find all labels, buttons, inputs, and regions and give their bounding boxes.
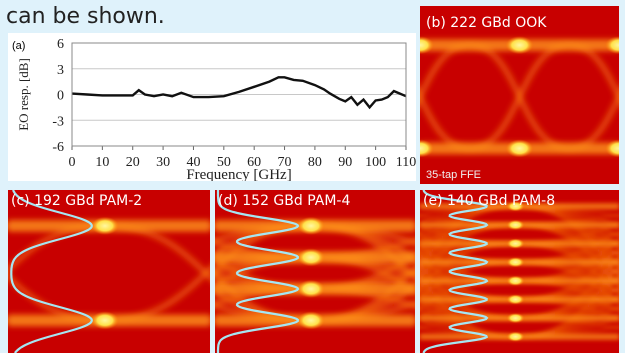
eye-c-label: (c) 192 GBd PAM-2 — [11, 193, 143, 209]
level-histogram — [422, 190, 489, 353]
chart-svg: 630-3-6 0 10 20 30 40 50 60 70 80 90 100 110 (a) EO… — [12, 37, 416, 181]
eye-level-spot — [420, 139, 434, 158]
eye-level-spot — [506, 331, 525, 342]
level-histogram — [10, 190, 93, 353]
eye-trace — [420, 260, 516, 299]
eye-level-spot — [505, 139, 534, 158]
eye-level-spot — [297, 248, 325, 267]
y-tick-label: -6 — [52, 140, 64, 155]
eye-level-spot — [506, 201, 525, 212]
x-tick-label: 100 — [365, 155, 386, 170]
y-tick-label: -3 — [52, 114, 64, 129]
eye-diagram-svg — [420, 6, 619, 184]
eye-trace — [420, 223, 516, 279]
eye-level-spot — [506, 313, 525, 324]
eye-level-spot — [297, 216, 325, 235]
eye-level-spot — [505, 36, 534, 55]
eye-level-spot — [506, 257, 525, 268]
eye-trace — [420, 204, 516, 269]
y-axis-label: EO resp. [dB] — [16, 58, 31, 131]
plot-frame — [71, 42, 407, 147]
x-tick-label: 0 — [69, 155, 76, 170]
eye-diagram-b: (b) 222 GBd OOK 35-tap FFE — [420, 6, 619, 184]
y-tick-label: 3 — [57, 63, 64, 78]
eye-level-spot — [506, 238, 525, 249]
x-tick-label: 60 — [247, 155, 261, 170]
eye-b-footnote: 35-tap FFE — [426, 169, 482, 181]
eye-level-spot — [297, 279, 325, 298]
eye-d-label: (d) 152 GBd PAM-4 — [218, 193, 351, 209]
eo-response-chart: 6 3 0 -3 -6 0 10 20 30 40 50 60 70 80 90 100 110 (a) EO… — [8, 33, 416, 181]
level-histogram — [216, 190, 300, 353]
x-axis-label: Frequency [GHz] — [186, 167, 291, 181]
x-tick-label: 20 — [126, 155, 140, 170]
eye-trace — [420, 242, 516, 289]
eye-level-spot — [90, 311, 119, 330]
eye-level-spot — [90, 216, 119, 235]
eye-level-spot — [506, 275, 525, 286]
caption-text: can be shown. — [6, 4, 165, 29]
eye-level-spot — [506, 294, 525, 305]
eye-level-spot — [297, 311, 325, 330]
y-tick-label: 6 — [57, 37, 64, 52]
y-tick-label: 0 — [57, 89, 64, 104]
eye-level-spot — [420, 36, 434, 55]
eye-e-label: (e) 140 GBd PAM-8 — [423, 193, 556, 209]
x-tick-label: 80 — [308, 155, 322, 170]
eye-level-spot — [506, 219, 525, 230]
x-tick-label: 40 — [186, 155, 200, 170]
eye-diagram-svg — [215, 190, 415, 353]
eye-diagram-e: (e) 140 GBd PAM-8 — [420, 190, 619, 353]
eye-level-spot — [605, 36, 619, 55]
x-tick-label: 50 — [217, 155, 231, 170]
eye-diagram-c: (c) 192 GBd PAM-2 — [8, 190, 210, 353]
x-tick-label: 90 — [338, 155, 352, 170]
x-tick-label: 110 — [396, 155, 416, 170]
eye-diagram-svg — [420, 190, 619, 353]
x-tick-label: 30 — [156, 155, 170, 170]
eye-diagram-svg — [8, 190, 210, 353]
x-tick-label: 70 — [278, 155, 292, 170]
eye-diagram-d: (d) 152 GBd PAM-4 — [215, 190, 415, 353]
eye-b-label: (b) 222 GBd OOK — [426, 15, 547, 31]
eye-level-spot — [605, 139, 619, 158]
chart-panel-label: (a) — [12, 40, 25, 52]
x-tick-label: 10 — [95, 155, 109, 170]
series-line — [71, 76, 407, 110]
